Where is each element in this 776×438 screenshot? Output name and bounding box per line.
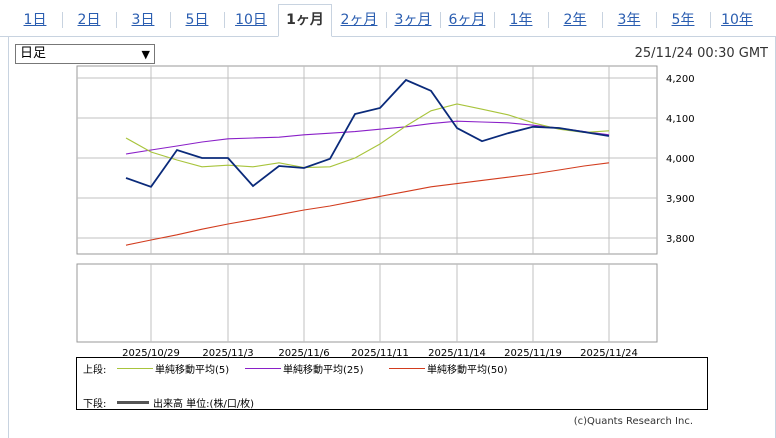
tab-2[interactable]: 3日 [131,12,155,28]
tab-3[interactable]: 5日 [185,12,209,28]
tab-separator [116,12,117,28]
x-tick-label: 2025/11/24 [580,348,638,359]
tab-4[interactable]: 10日 [235,12,267,28]
chart-legend: 上段: 単純移動平均(5) 単純移動平均(25) 単純移動平均(50) 下段: … [76,357,708,410]
tab-13[interactable]: 10年 [721,12,753,28]
copyright-credit: (c)Quants Research Inc. [573,416,693,427]
tab-8[interactable]: 6ヶ月 [448,12,486,28]
legend-volume-label: 出来高 単位:(株/口/枚) [153,399,255,410]
data-timestamp: 25/11/24 00:30 GMT [634,46,768,61]
tab-1[interactable]: 2日 [77,12,101,28]
x-tick-label: 2025/11/11 [351,348,409,359]
tab-separator [548,12,549,28]
series-line-ma5 [125,103,610,169]
tab-separator [62,12,63,28]
tab-separator [656,12,657,28]
legend-lower-label: 下段: [83,399,107,410]
x-tick-label: 2025/11/14 [428,348,486,359]
y-tick-label: 3,900 [666,194,695,205]
chevron-down-icon: ▼ [141,48,150,61]
tab-12[interactable]: 5年 [671,12,695,28]
x-tick-label: 2025/10/29 [122,348,180,359]
tab-11[interactable]: 3年 [617,12,641,28]
y-tick-label: 3,800 [666,234,695,245]
tab-separator [602,12,603,28]
y-tick-label: 4,000 [666,154,695,165]
legend-upper-label: 上段: [83,365,107,376]
tab-separator [440,12,441,28]
tab-separator [386,12,387,28]
y-tick-label: 4,100 [666,114,695,125]
legend-ma5-label: 単純移動平均(5) [155,365,230,376]
series-line-ma25 [125,120,610,155]
tab-9[interactable]: 1年 [509,12,533,28]
tab-separator [710,12,711,28]
legend-ma50-swatch [389,368,425,369]
x-tick-label: 2025/11/19 [504,348,562,359]
candle-period-value: 日足 [20,46,47,61]
legend-ma50-label: 単純移動平均(50) [427,365,508,376]
tab-10[interactable]: 2年 [563,12,587,28]
x-tick-label: 2025/11/6 [278,348,329,359]
tab-separator [224,12,225,28]
tab-5[interactable]: 1ヶ月 [278,4,332,37]
x-tick-label: 2025/11/3 [202,348,253,359]
legend-ma25-swatch [245,368,281,369]
tab-separator [494,12,495,28]
series-line-price [125,78,610,188]
price-plot-frame [76,65,658,255]
y-tick-label: 4,200 [666,74,695,85]
legend-ma25-label: 単純移動平均(25) [283,365,364,376]
candle-period-select[interactable]: 日足 ▼ [15,44,155,64]
tab-0[interactable]: 1日 [23,12,47,28]
tab-separator [170,12,171,28]
volume-plot-frame [76,263,658,343]
legend-ma5-swatch [117,368,153,369]
legend-volume-swatch [117,401,149,404]
tab-6[interactable]: 2ヶ月 [340,12,378,28]
period-tab-bar: 1日 2日 3日 5日 10日 1ヶ月 2ヶ月 3ヶ月 6ヶ月 1年 2年 3年 5年 10年 [0,0,776,37]
series-line-ma50 [125,162,610,246]
tab-7[interactable]: 3ヶ月 [394,12,432,28]
